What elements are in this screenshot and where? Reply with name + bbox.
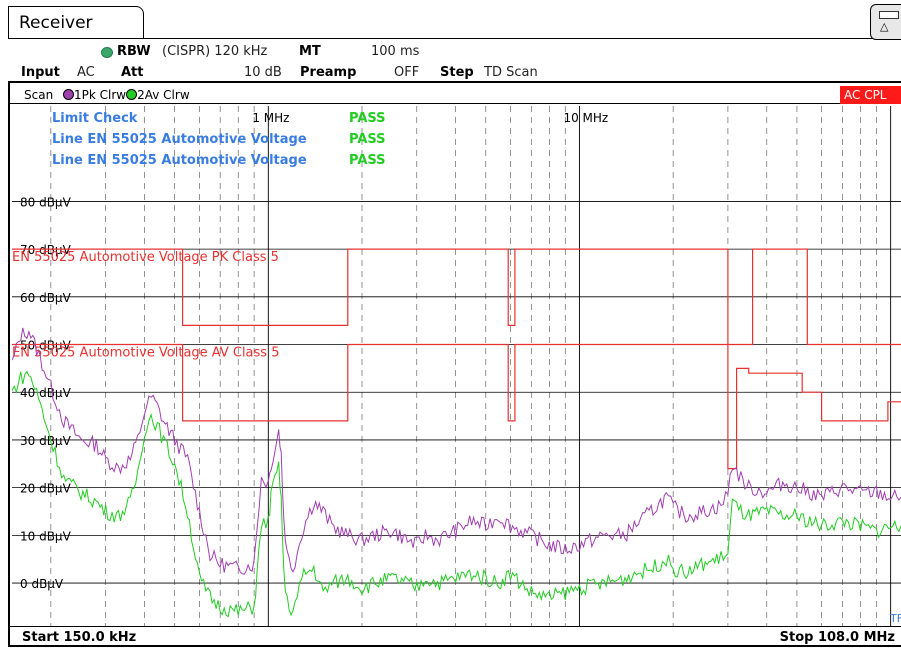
limit-lines: EN 55025 Automotive Voltage PK Class 5 EN… bbox=[12, 248, 901, 470]
receiver-tab[interactable]: Receiver bbox=[8, 6, 144, 38]
scan-bar: Scan 1Pk Clrw 2Av Clrw bbox=[10, 86, 901, 104]
ac-coupling-status: AC CPL bbox=[840, 86, 901, 104]
limit-line-label: EN 55025 Automotive Voltage AV Class 5 bbox=[12, 346, 279, 361]
limit-check-name: Line EN 55025 Automotive Voltage bbox=[52, 153, 307, 168]
spectrum-plot[interactable]: 80 dBµV 70 dBµV 60 dBµV 50 dBµV 40 dBµV 30 dB… bbox=[12, 106, 901, 626]
receiver-tab-label: Receiver bbox=[19, 13, 93, 33]
y-tick-label: 40 dBµV bbox=[20, 386, 72, 400]
input-label: Input bbox=[21, 65, 60, 80]
trace-flag-marker: TF bbox=[889, 612, 901, 625]
att-value: 10 dB bbox=[244, 65, 282, 80]
att-label: Att bbox=[121, 65, 144, 80]
y-tick-label: 30 dBµV bbox=[20, 434, 72, 448]
rbw-label: RBW bbox=[117, 44, 151, 59]
y-tick-label: 50 dBµV bbox=[20, 339, 72, 353]
start-frequency[interactable]: Start 150.0 kHz bbox=[22, 630, 137, 645]
header-divider bbox=[8, 38, 901, 39]
stop-frequency[interactable]: Stop 108.0 MHz bbox=[779, 630, 895, 645]
y-tick-label: 0 dBµV bbox=[20, 577, 64, 591]
ac-coupling-text: AC CPL bbox=[844, 88, 887, 102]
y-tick-label: 70 dBµV bbox=[20, 243, 72, 257]
step-label: Step bbox=[440, 65, 474, 80]
limit-check-name: Line EN 55025 Automotive Voltage bbox=[52, 132, 307, 147]
scan-label: Scan bbox=[24, 88, 54, 102]
limit-check-status: PASS bbox=[349, 111, 386, 126]
y-tick-label: 80 dBµV bbox=[20, 195, 72, 209]
diagram-frame bbox=[8, 81, 901, 647]
input-value: AC bbox=[77, 65, 95, 80]
grid bbox=[12, 106, 901, 626]
trace1-label[interactable]: 1Pk Clrw bbox=[74, 88, 127, 102]
limit-line-label: EN 55025 Automotive Voltage PK Class 5 bbox=[12, 250, 279, 265]
triangle-up-icon: △ bbox=[880, 20, 889, 33]
y-tick-label: 20 dBµV bbox=[20, 482, 72, 496]
y-axis-labels: 80 dBµV 70 dBµV 60 dBµV 50 dBµV 40 dBµV 30 dB… bbox=[20, 195, 72, 591]
limit-check-status: PASS bbox=[349, 153, 386, 168]
trace-2av-line bbox=[12, 370, 901, 618]
y-tick-label: 10 dBµV bbox=[20, 529, 72, 543]
rbw-status-led-icon bbox=[101, 47, 113, 58]
limit-line bbox=[12, 248, 901, 346]
footer-bar: Start 150.0 kHz Stop 108.0 MHz bbox=[10, 626, 901, 647]
limit-check-panel: Limit Check PASS Line EN 55025 Automotive … bbox=[52, 111, 386, 168]
limit-check-status: PASS bbox=[349, 132, 386, 147]
trace1-dot-icon bbox=[63, 89, 75, 100]
limit-check-name: Limit Check bbox=[52, 111, 138, 126]
keyboard-icon bbox=[879, 11, 899, 19]
preamp-label: Preamp bbox=[300, 65, 357, 80]
preamp-value: OFF bbox=[394, 65, 420, 80]
limit-line bbox=[12, 343, 901, 470]
trace2-label[interactable]: 2Av Clrw bbox=[137, 88, 190, 102]
x-axis-labels: 1 MHz 10 MHz bbox=[252, 111, 608, 125]
step-value: TD Scan bbox=[484, 65, 538, 80]
toolbar-toggle-button[interactable]: △ bbox=[870, 4, 901, 40]
x-tick-label: 10 MHz bbox=[563, 111, 608, 125]
mt-value: 100 ms bbox=[371, 44, 420, 59]
rbw-value: (CISPR) 120 kHz bbox=[162, 44, 268, 59]
x-tick-label: 1 MHz bbox=[252, 111, 289, 125]
y-tick-label: 60 dBµV bbox=[20, 291, 72, 305]
trace-1pk-line bbox=[12, 327, 901, 575]
traces bbox=[12, 327, 901, 618]
trace2-dot-icon bbox=[126, 89, 138, 100]
mt-label: MT bbox=[299, 44, 321, 59]
